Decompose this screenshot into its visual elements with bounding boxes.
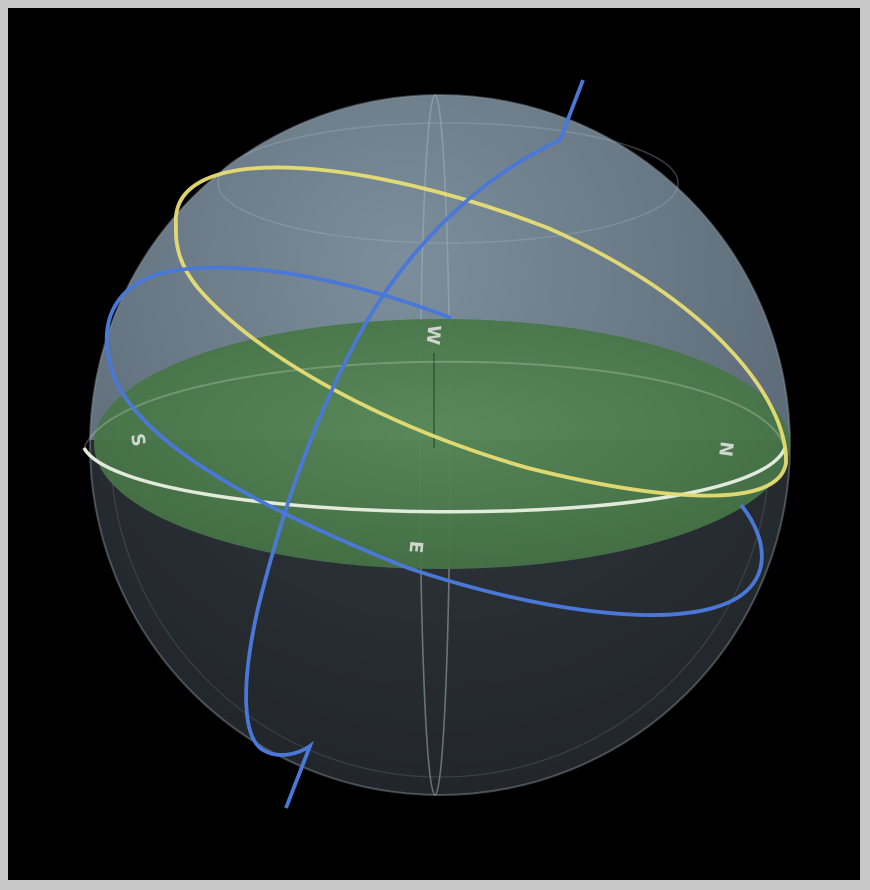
blue-orbit-spiral: [244, 79, 585, 809]
horizon-ring-front: [82, 447, 787, 514]
celestial-sphere-scene[interactable]: W S N E: [8, 8, 860, 880]
horizon-ring-back: [83, 360, 786, 449]
yellow-orbit-path: [173, 165, 788, 498]
ground-plane: [94, 319, 790, 569]
celestial-sphere-viewport[interactable]: W S N E: [8, 8, 860, 880]
compass-west-label: W: [422, 324, 445, 346]
blue-orbit-loop: [104, 265, 764, 617]
compass-south-label: S: [126, 432, 149, 448]
compass-north-label: N: [714, 440, 737, 458]
sphere-outline: [89, 94, 791, 796]
compass-east-label: E: [405, 540, 427, 554]
